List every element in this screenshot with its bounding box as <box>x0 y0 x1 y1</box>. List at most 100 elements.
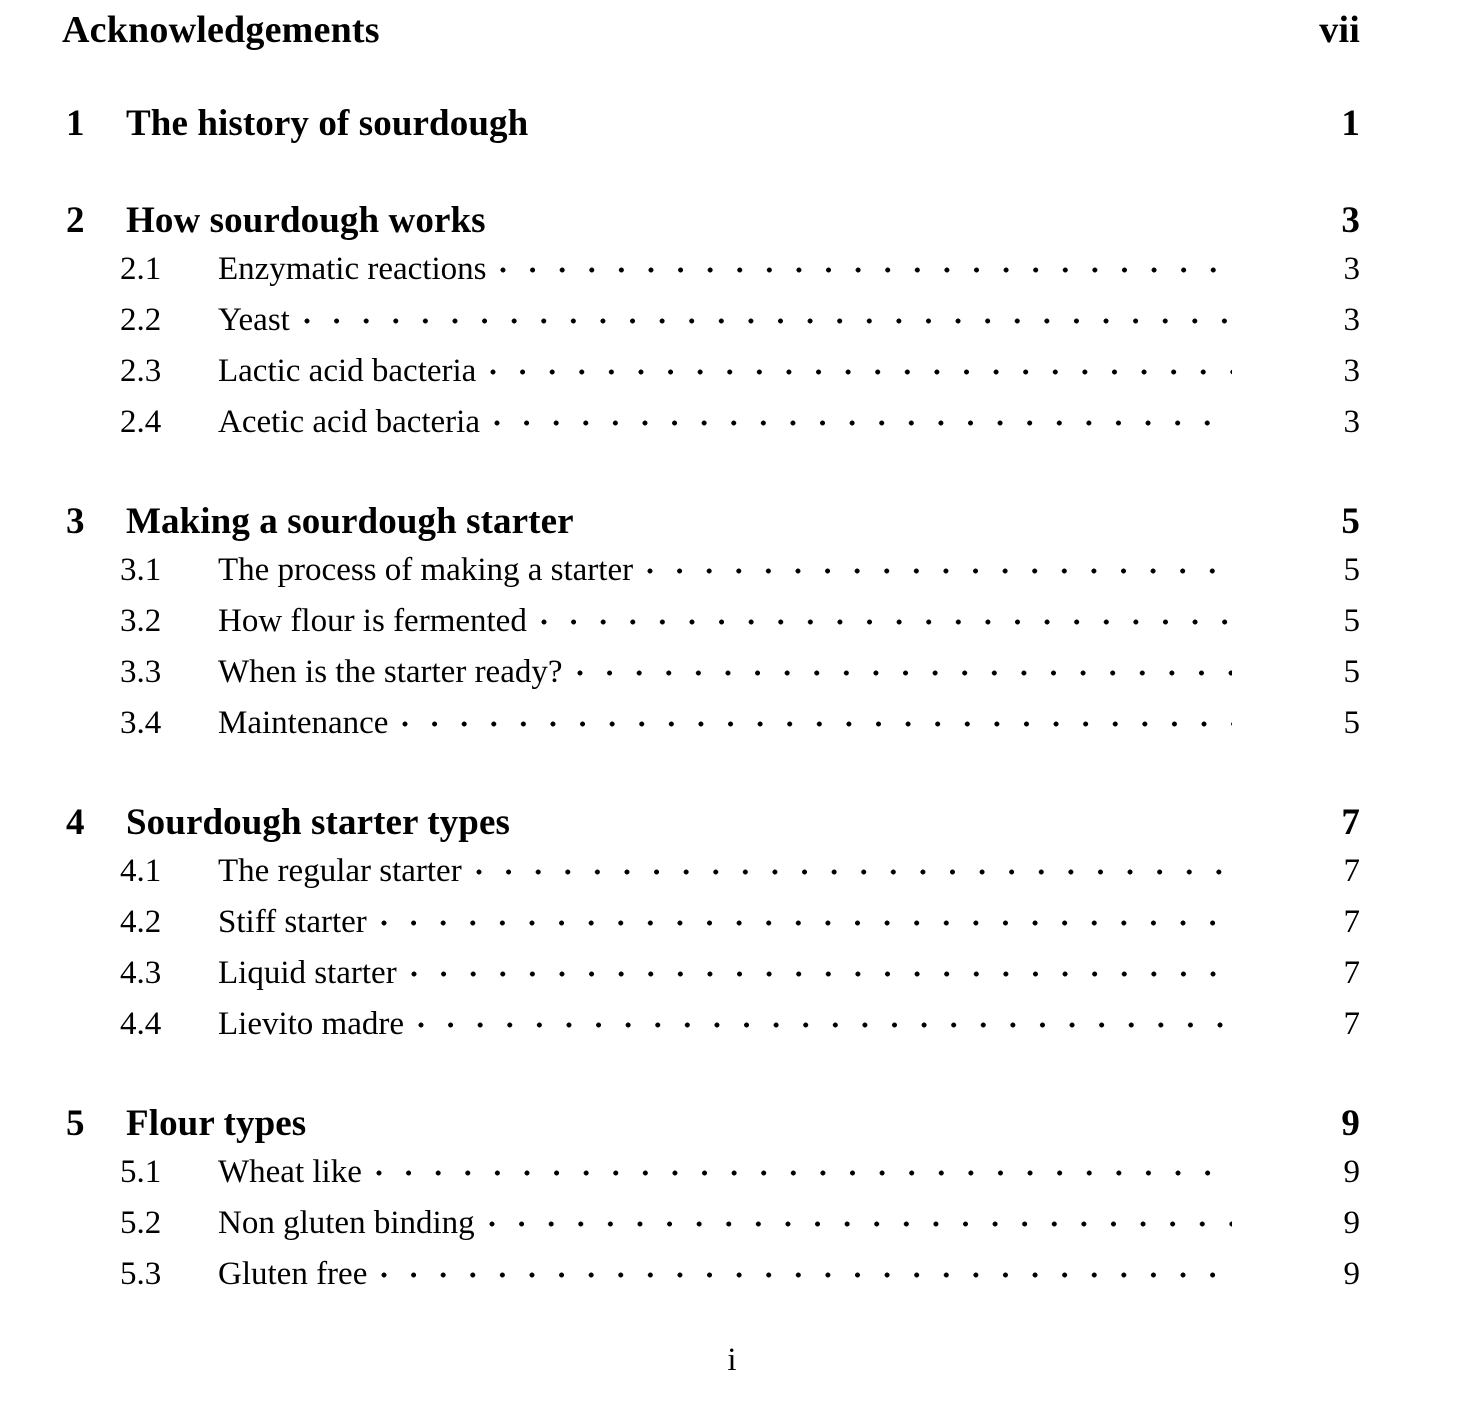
toc-entry-section[interactable]: 2.3 Lactic acid bacteria 3 <box>0 353 1464 390</box>
dot-leader-dots <box>375 1170 1232 1176</box>
section-title: Wheat like <box>218 1154 362 1190</box>
dot-leader <box>380 920 1240 932</box>
section-number: 3.3 <box>120 654 162 690</box>
section-title: Lactic acid bacteria <box>218 353 477 389</box>
section-page-number: 7 <box>1343 904 1361 940</box>
dot-leader <box>647 568 1240 580</box>
dot-leader <box>540 619 1240 631</box>
chapter-number: 5 <box>66 1103 85 1144</box>
section-page-number: 7 <box>1343 1006 1361 1042</box>
toc-entry-section[interactable]: 3.4 Maintenance 5 <box>0 705 1464 742</box>
toc-entry-section[interactable]: 2.4 Acetic acid bacteria 3 <box>0 404 1464 441</box>
dot-leader <box>576 670 1240 682</box>
dot-leader <box>490 369 1240 381</box>
dot-leader-dots <box>576 670 1232 676</box>
section-page-number: 5 <box>1343 552 1361 588</box>
toc-entry-chapter[interactable]: 4 Sourdough starter types 7 <box>0 801 1464 844</box>
section-title: Yeast <box>218 302 290 338</box>
toc-entry-section[interactable]: 5.3 Gluten free 9 <box>0 1256 1464 1293</box>
toc-entry-section[interactable]: 3.2 How flour is fermented 5 <box>0 603 1464 640</box>
section-title: Acetic acid bacteria <box>218 404 480 440</box>
dot-leader <box>500 267 1240 279</box>
dot-leader <box>402 721 1240 733</box>
toc-entry-chapter[interactable]: 5 Flour types 9 <box>0 1102 1464 1145</box>
section-page-number: 5 <box>1343 603 1361 639</box>
section-number: 5.3 <box>120 1256 162 1292</box>
frontmatter-page-number: vii <box>1319 9 1360 51</box>
chapter-number: 4 <box>66 802 85 843</box>
section-title: Liquid starter <box>218 955 397 991</box>
section-number: 2.3 <box>120 353 162 389</box>
toc-entry-chapter[interactable]: 2 How sourdough works 3 <box>0 199 1464 242</box>
toc-entry-section[interactable]: 5.1 Wheat like 9 <box>0 1154 1464 1191</box>
section-page-number: 7 <box>1343 955 1361 991</box>
dot-leader <box>381 1272 1240 1284</box>
section-number: 2.4 <box>120 404 162 440</box>
section-number: 5.2 <box>120 1205 162 1241</box>
toc-entry-section[interactable]: 4.1 The regular starter 7 <box>0 853 1464 890</box>
section-title: Enzymatic reactions <box>218 251 487 287</box>
section-number: 4.2 <box>120 904 162 940</box>
toc-entry-section[interactable]: 4.3 Liquid starter 7 <box>0 955 1464 992</box>
dot-leader-dots <box>381 1272 1232 1278</box>
section-page-number: 5 <box>1343 705 1361 741</box>
dot-leader <box>418 1022 1240 1034</box>
chapter-number: 3 <box>66 501 85 542</box>
dot-leader-dots <box>540 619 1232 625</box>
toc-entry-section[interactable]: 4.2 Stiff starter 7 <box>0 904 1464 941</box>
section-page-number: 9 <box>1343 1205 1361 1241</box>
section-number: 3.4 <box>120 705 162 741</box>
section-title: How flour is fermented <box>218 603 527 639</box>
section-page-number: 3 <box>1343 251 1361 287</box>
toc-entry-frontmatter[interactable]: Acknowledgements vii <box>0 8 1464 52</box>
chapter-title: The history of sourdough <box>126 103 529 144</box>
toc-entry-chapter[interactable]: 1 The history of sourdough 1 <box>0 102 1464 145</box>
chapter-title: How sourdough works <box>126 200 486 241</box>
section-number: 3.1 <box>120 552 162 588</box>
toc-entry-chapter[interactable]: 3 Making a sourdough starter 5 <box>0 500 1464 543</box>
dot-leader-dots <box>647 568 1232 574</box>
section-title: Gluten free <box>218 1256 368 1292</box>
dot-leader-dots <box>475 869 1232 875</box>
dot-leader-dots <box>488 1221 1232 1227</box>
section-number: 2.2 <box>120 302 162 338</box>
section-number: 4.3 <box>120 955 162 991</box>
chapter-title: Making a sourdough starter <box>126 501 574 542</box>
section-number: 3.2 <box>120 603 162 639</box>
dot-leader <box>488 1221 1240 1233</box>
dot-leader-dots <box>410 971 1232 977</box>
section-title: Lievito madre <box>218 1006 405 1042</box>
dot-leader <box>410 971 1240 983</box>
section-number: 4.1 <box>120 853 162 889</box>
chapter-page-number: 7 <box>1341 802 1360 843</box>
dot-leader <box>475 869 1240 881</box>
toc-entry-section[interactable]: 3.1 The process of making a starter 5 <box>0 552 1464 589</box>
dot-leader-dots <box>494 420 1232 426</box>
dot-leader-dots <box>380 920 1232 926</box>
toc-entry-section[interactable]: 5.2 Non gluten binding 9 <box>0 1205 1464 1242</box>
dot-leader-dots <box>490 369 1232 375</box>
dot-leader <box>303 318 1240 330</box>
section-page-number: 7 <box>1343 853 1361 889</box>
toc-entry-section[interactable]: 2.1 Enzymatic reactions 3 <box>0 251 1464 288</box>
section-title: The process of making a starter <box>218 552 634 588</box>
section-number: 5.1 <box>120 1154 162 1190</box>
section-title: Non gluten binding <box>218 1205 475 1241</box>
chapter-page-number: 1 <box>1341 103 1360 144</box>
section-title: The regular starter <box>218 853 462 889</box>
frontmatter-title: Acknowledgements <box>62 9 380 51</box>
section-title: Stiff starter <box>218 904 367 940</box>
page-folio: i <box>727 1342 737 1378</box>
section-page-number: 3 <box>1343 302 1361 338</box>
dot-leader-dots <box>303 318 1232 324</box>
section-title: Maintenance <box>218 705 389 741</box>
toc-entry-section[interactable]: 4.4 Lievito madre 7 <box>0 1006 1464 1043</box>
dot-leader-dots <box>402 721 1232 727</box>
chapter-number: 1 <box>66 103 85 144</box>
chapter-page-number: 3 <box>1341 200 1360 241</box>
toc-entry-section[interactable]: 2.2 Yeast 3 <box>0 302 1464 339</box>
section-title: When is the starter ready? <box>218 654 563 690</box>
toc-entry-section[interactable]: 3.3 When is the starter ready? 5 <box>0 654 1464 691</box>
section-number: 4.4 <box>120 1006 162 1042</box>
